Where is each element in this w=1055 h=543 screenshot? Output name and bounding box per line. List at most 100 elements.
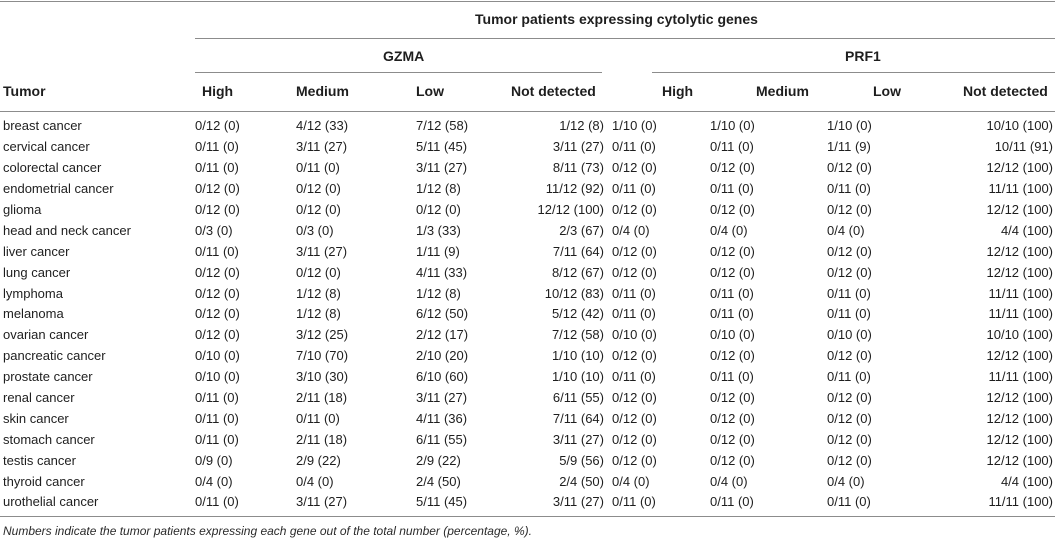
table-row: testis cancer 0/9 (0) 2/9 (22) 2/9 (22) 5/9 … xyxy=(0,450,1055,471)
value-cell: 0/3 (0) xyxy=(195,222,233,238)
value-cell: 0/12 (0) xyxy=(710,202,755,217)
table-row: ovarian cancer 0/12 (0) 3/12 (25) 2/12 (17)… xyxy=(0,325,1055,346)
spanner-header: Tumor patients expressing cytolytic gene… xyxy=(475,11,758,27)
value-cell: 0/11 (0) xyxy=(827,285,871,301)
tumor-name-cell: testis cancer xyxy=(3,452,76,468)
value-cell: 2/9 (22) xyxy=(416,452,461,468)
tumor-name-cell: melanoma xyxy=(3,306,64,322)
value-cell: 5/11 (45) xyxy=(416,494,468,510)
value-cell: 8/12 (67) xyxy=(551,264,604,280)
value-cell: 4/11 (33) xyxy=(416,264,468,280)
value-cell: 1/12 (8) xyxy=(296,285,341,301)
value-cell: 0/12 (0) xyxy=(296,181,341,197)
value-cell: 0/12 (0) xyxy=(612,452,657,468)
value-cell: 0/12 (0) xyxy=(827,390,872,406)
value-cell: 0/12 (0) xyxy=(827,202,872,217)
table-row: endometrial cancer 0/12 (0) 0/12 (0) 1/12 (… xyxy=(0,179,1055,200)
value-cell: 0/10 (0) xyxy=(612,327,657,343)
value-cell: 0/12 (0) xyxy=(827,452,872,468)
table-footnote: Numbers indicate the tumor patients expr… xyxy=(3,524,532,538)
tumor-name-cell: colorectal cancer xyxy=(3,160,102,176)
tumor-name-cell: urothelial cancer xyxy=(3,494,99,510)
tumor-name-cell: lymphoma xyxy=(3,285,63,301)
value-cell: 0/11 (0) xyxy=(710,285,754,301)
value-cell: 3/11 (27) xyxy=(552,431,604,447)
tumor-name-cell: thyroid cancer xyxy=(3,473,85,489)
value-cell: 0/12 (0) xyxy=(710,264,755,280)
value-cell: 1/10 (10) xyxy=(551,348,604,364)
value-cell: 0/12 (0) xyxy=(827,243,872,259)
value-cell: 12/12 (100) xyxy=(986,202,1054,217)
value-cell: 0/11 (0) xyxy=(612,181,656,197)
value-cell: 0/10 (0) xyxy=(195,348,240,364)
value-cell: 0/11 (0) xyxy=(827,369,871,385)
value-cell: 12/12 (100) xyxy=(986,390,1054,406)
value-cell: 10/10 (100) xyxy=(986,118,1054,134)
value-cell: 0/11 (0) xyxy=(195,390,239,406)
value-cell: 0/11 (0) xyxy=(296,410,340,426)
value-cell: 7/11 (64) xyxy=(552,410,604,426)
value-cell: 0/11 (0) xyxy=(710,369,754,385)
value-cell: 0/12 (0) xyxy=(827,348,872,364)
table-row: stomach cancer 0/11 (0) 2/11 (18) 6/11 (55)… xyxy=(0,429,1055,450)
value-cell: 0/4 (0) xyxy=(827,473,865,489)
value-cell: 3/11 (27) xyxy=(296,139,348,155)
table-row: lymphoma 0/12 (0) 1/12 (8) 1/12 (8) 10/12 (8… xyxy=(0,283,1055,304)
value-cell: 0/9 (0) xyxy=(195,452,233,468)
value-cell: 12/12 (100) xyxy=(986,452,1054,468)
value-cell: 0/4 (0) xyxy=(827,222,865,238)
table-row: head and neck cancer 0/3 (0) 0/3 (0) 1/3 (3… xyxy=(0,220,1055,241)
value-cell: 0/12 (0) xyxy=(612,264,657,280)
value-cell: 0/12 (0) xyxy=(195,327,240,343)
value-cell: 1/12 (8) xyxy=(416,181,461,197)
value-cell: 4/4 (100) xyxy=(1000,473,1053,489)
value-cell: 0/12 (0) xyxy=(195,118,240,134)
value-cell: 11/11 (100) xyxy=(988,285,1053,301)
tumor-name-cell: liver cancer xyxy=(3,243,70,259)
value-cell: 0/4 (0) xyxy=(296,473,334,489)
value-cell: 0/12 (0) xyxy=(296,202,341,217)
tumor-name-cell: ovarian cancer xyxy=(3,327,89,343)
value-cell: 3/11 (27) xyxy=(416,160,468,176)
value-cell: 0/11 (0) xyxy=(195,160,239,176)
column-header-prf1-high: High xyxy=(662,83,694,99)
value-cell: 6/10 (60) xyxy=(416,369,469,385)
value-cell: 0/11 (0) xyxy=(296,160,340,176)
value-cell: 0/3 (0) xyxy=(296,222,334,238)
value-cell: 0/12 (0) xyxy=(612,431,657,447)
value-cell: 0/12 (0) xyxy=(195,202,240,217)
value-cell: 10/10 (100) xyxy=(986,327,1054,343)
value-cell: 12/12 (100) xyxy=(986,348,1054,364)
value-cell: 5/12 (42) xyxy=(551,306,604,322)
value-cell: 0/10 (0) xyxy=(195,369,240,385)
value-cell: 7/11 (64) xyxy=(552,243,604,259)
tumor-name-cell: glioma xyxy=(3,202,42,217)
tumor-name-cell: pancreatic cancer xyxy=(3,348,106,364)
value-cell: 0/11 (0) xyxy=(827,306,871,322)
value-cell: 1/10 (10) xyxy=(551,369,604,385)
value-cell: 0/10 (0) xyxy=(827,327,872,343)
value-cell: 0/4 (0) xyxy=(612,473,650,489)
value-cell: 1/12 (8) xyxy=(416,285,461,301)
value-cell: 1/11 (9) xyxy=(827,139,871,155)
table-row: breast cancer 0/12 (0) 4/12 (33) 7/12 (58) 1… xyxy=(0,116,1055,137)
value-cell: 12/12 (100) xyxy=(986,264,1054,280)
value-cell: 12/12 (100) xyxy=(986,160,1054,176)
value-cell: 2/3 (67) xyxy=(559,222,604,238)
group-header-gzma: GZMA xyxy=(383,48,425,64)
value-cell: 10/11 (91) xyxy=(994,139,1053,155)
value-cell: 1/11 (9) xyxy=(416,243,460,259)
gzma-group-rule xyxy=(195,72,602,73)
table-row: melanoma 0/12 (0) 1/12 (8) 6/12 (50) 5/12 (4… xyxy=(0,304,1055,325)
value-cell: 0/12 (0) xyxy=(195,264,240,280)
value-cell: 7/12 (58) xyxy=(416,118,469,134)
value-cell: 0/11 (0) xyxy=(195,139,239,155)
value-cell: 0/12 (0) xyxy=(612,390,657,406)
table-row: colorectal cancer 0/11 (0) 0/11 (0) 3/11 (2… xyxy=(0,158,1055,179)
value-cell: 11/11 (100) xyxy=(988,494,1053,510)
value-cell: 0/11 (0) xyxy=(827,494,871,510)
value-cell: 0/11 (0) xyxy=(710,181,754,197)
tumor-name-cell: skin cancer xyxy=(3,410,69,426)
value-cell: 0/12 (0) xyxy=(195,181,240,197)
